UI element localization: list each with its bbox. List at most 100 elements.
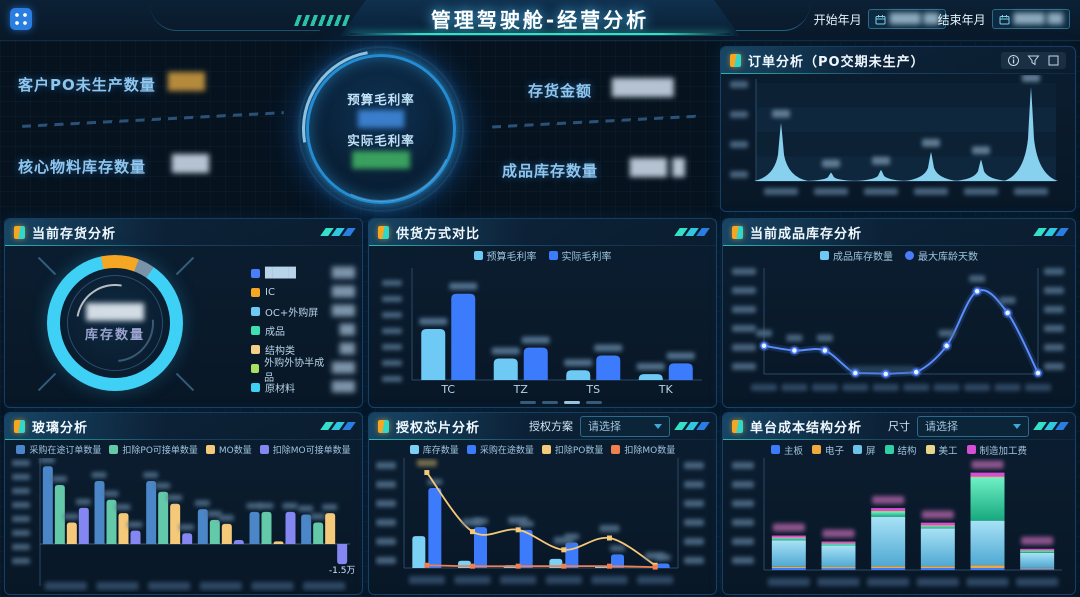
inventory-total-value: █████ <box>86 303 144 321</box>
panel-bullet-icon <box>732 225 743 239</box>
pagination-dash[interactable] <box>520 401 536 404</box>
legend-item[interactable]: 外购外协半成品 ███ <box>251 358 355 384</box>
start-date-label: 开始年月 <box>813 12 862 27</box>
glass-bar-chart: -1.5万 <box>12 457 355 590</box>
order-area-chart <box>730 74 1058 195</box>
info-icon[interactable] <box>1007 54 1020 67</box>
legend-item[interactable]: 电子 <box>811 443 844 457</box>
panel-header: 授权芯片分析 授权方案 请选择 <box>369 413 716 440</box>
corner-slashes-decoration <box>1033 228 1069 236</box>
legend-item[interactable]: 原材料 ███ <box>251 379 355 396</box>
chip-filter-label: 授权方案 <box>529 420 573 433</box>
legend-item[interactable]: OC+外购屏 ███ <box>251 303 355 320</box>
kpi-core-material-label: 核心物料库存数量 <box>18 158 147 176</box>
legend-item[interactable]: ████ ███ <box>251 265 355 282</box>
panel-body: 采购在途订单数量 扣除PO可接单数量 MO数量 扣除MO可接单数量 -1.5万 <box>5 439 362 596</box>
corner-slashes-decoration <box>1033 422 1069 430</box>
panel-header: 当前成品库存分析 <box>723 219 1075 246</box>
panel-header: 单台成本结构分析 尺寸 请选择 <box>723 413 1075 440</box>
legend-item[interactable]: 制造加工费 <box>966 443 1027 457</box>
panel-title: 当前成品库存分析 <box>750 226 863 242</box>
end-date-input[interactable]: ████ ██ <box>991 9 1070 29</box>
panel-body <box>721 73 1075 211</box>
crosshair-decoration <box>175 372 195 392</box>
svg-text:TK: TK <box>658 383 674 396</box>
title-plate: 管理驾驶舱-经营分析 <box>340 0 740 36</box>
inventory-legend: ████ ███ IC ███ OC+外购屏 ███ 成品 ██ 结构类 ██ 外购外协半成品 ███… <box>251 265 355 396</box>
legend-item[interactable]: 主板 <box>770 443 803 457</box>
cost-stacked-bar-chart <box>732 458 1062 586</box>
gauge-outer-ring <box>298 46 464 212</box>
legend-item[interactable]: IC ███ <box>251 284 355 301</box>
expand-icon[interactable] <box>1047 54 1060 67</box>
pagination-dash[interactable] <box>542 401 558 404</box>
crosshair-decoration <box>175 256 195 276</box>
cost-size-select[interactable]: 请选择 <box>917 415 1029 437</box>
panel-cost-structure: 单台成本结构分析 尺寸 请选择 主板 电子屏结构 美工 制造加工费 <box>722 412 1076 595</box>
panel-title: 玻璃分析 <box>32 420 89 436</box>
crosshair-decoration <box>37 372 57 392</box>
panel-body: 库存数量 采购在途数量 扣除PO数量 扣除MO数量 <box>369 439 716 596</box>
legend-item[interactable]: 屏 <box>852 443 876 457</box>
panel-bullet-icon <box>732 419 743 433</box>
legend-item[interactable]: MO数量 <box>205 443 252 456</box>
supply-legend: 预算毛利率 实际毛利率 <box>374 247 711 264</box>
inventory-donut-chart: █████ 库存数量 <box>47 255 183 391</box>
end-date-value: ████ ██ <box>1013 13 1063 25</box>
svg-text:-1.5万: -1.5万 <box>329 566 355 576</box>
start-date-group: 开始年月 ████ ██ <box>814 9 946 29</box>
legend-item[interactable]: 成品 ██ <box>251 322 355 339</box>
svg-text:TC: TC <box>440 383 455 396</box>
legend-item[interactable]: 扣除PO数量 <box>541 443 603 456</box>
donut-center: █████ 库存数量 <box>60 268 170 378</box>
budget-margin-value: ████ <box>357 110 405 128</box>
panel-header: 玻璃分析 <box>5 413 362 440</box>
panel-toolbar <box>1001 51 1066 69</box>
legend-item[interactable]: 预算毛利率 <box>473 248 537 263</box>
legend-item[interactable]: 库存数量 <box>409 443 459 456</box>
start-date-value: ████ ██ <box>889 13 939 25</box>
filter-icon[interactable] <box>1027 54 1040 67</box>
panel-title: 供货方式对比 <box>396 226 481 242</box>
crosshair-decoration <box>37 256 57 276</box>
kpi-divider <box>492 114 702 129</box>
legend-item[interactable]: 扣除PO可接单数量 <box>109 443 198 456</box>
glass-legend: 采购在途订单数量 扣除PO可接单数量 MO数量 扣除MO可接单数量 <box>10 441 357 458</box>
chip-bar-line-chart <box>376 458 704 584</box>
chip-select-value: 请选择 <box>588 420 621 433</box>
inventory-total-label: 库存数量 <box>84 328 145 343</box>
panel-body: █████ 库存数量 ████ ███ IC ███ OC+外购屏 ███ 成品 ██ 结构类 █… <box>5 245 362 409</box>
panel-bullet-icon <box>14 225 25 239</box>
chip-legend: 库存数量 采购在途数量 扣除PO数量 扣除MO数量 <box>374 441 711 458</box>
legend-item[interactable]: 实际毛利率 <box>548 248 612 263</box>
gauge-inner-ring <box>306 54 456 204</box>
legend-item[interactable]: 扣除MO数量 <box>611 443 675 456</box>
app-grid-icon[interactable] <box>10 8 32 30</box>
budget-margin-label: 预算毛利率 <box>347 92 415 107</box>
pagination-dash[interactable] <box>586 401 602 404</box>
kpi-inventory-amount-value: █████ <box>612 78 674 97</box>
cost-filter-label: 尺寸 <box>888 420 910 433</box>
legend-item[interactable]: 采购在途数量 <box>466 443 534 456</box>
start-date-input[interactable]: ████ ██ <box>867 9 946 29</box>
chip-scheme-select[interactable]: 请选择 <box>580 415 670 437</box>
legend-item[interactable]: 美工 <box>925 443 958 457</box>
header-hazard-stripes <box>293 15 351 26</box>
panel-body: 成品库存数量 最大库龄天数 <box>723 245 1075 410</box>
panel-glass-analysis: 玻璃分析 采购在途订单数量 扣除PO可接单数量 MO数量 扣除MO可接单数量 -1.5… <box>4 412 363 595</box>
header-deco-line-left <box>150 4 320 31</box>
actual-margin-value: █████ <box>352 151 410 169</box>
calendar-icon <box>999 14 1010 24</box>
legend-item[interactable]: 结构类 ██ <box>251 341 355 358</box>
pagination-dash[interactable] <box>564 401 580 404</box>
legend-item[interactable]: 成品库存数量 <box>820 248 893 263</box>
legend-item[interactable]: 最大库龄天数 <box>905 248 978 263</box>
actual-margin-label: 实际毛利率 <box>347 133 415 148</box>
panel-title: 当前存货分析 <box>32 226 117 242</box>
kpi-customer-po-value: ███ <box>168 72 205 91</box>
legend-item[interactable]: 扣除MO可接单数量 <box>259 443 351 456</box>
legend-item[interactable]: 采购在途订单数量 <box>16 443 101 456</box>
legend-item[interactable]: 结构 <box>884 443 917 457</box>
kpi-inventory-amount-label: 存货金额 <box>528 82 593 100</box>
panel-header: 当前存货分析 <box>5 219 362 246</box>
